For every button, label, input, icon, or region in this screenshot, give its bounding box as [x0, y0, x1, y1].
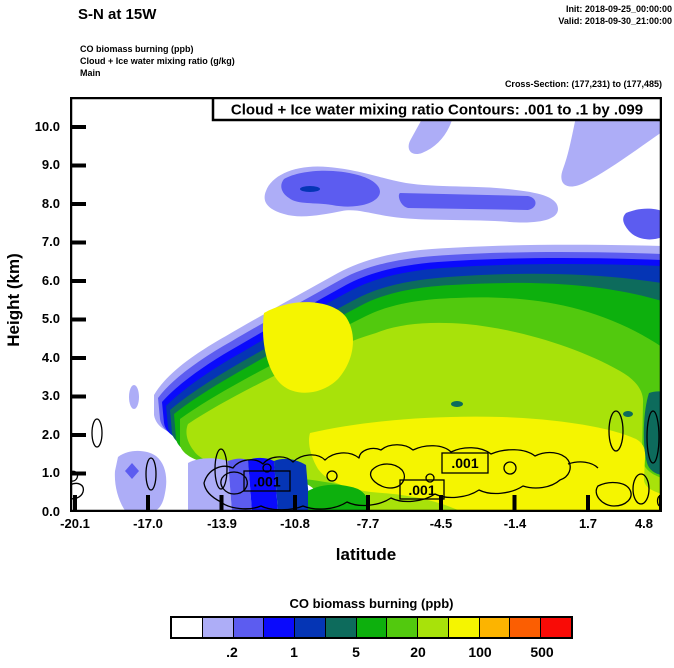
y-axis-title: Height (km)	[4, 253, 23, 347]
colorbar-tick-label: 500	[530, 644, 554, 660]
contour-field-label: Cloud + Ice water mixing ratio (g/kg)	[80, 56, 235, 66]
colorbar-tick-label: 100	[468, 644, 492, 660]
colorbar-cell	[355, 618, 387, 637]
colorbar-tick-label: 5	[352, 644, 360, 660]
colorbar	[170, 616, 573, 639]
colorbar-tick-label: 20	[410, 644, 426, 660]
colorbar-cell	[386, 618, 418, 637]
x-tick-label: 4.8	[634, 516, 654, 531]
contour-info-text: Cloud + Ice water mixing ratio Contours:…	[231, 102, 643, 119]
x-tick-label: -13.9	[207, 516, 237, 531]
colorbar-cell	[509, 618, 541, 637]
y-tick-label: 6.0	[41, 273, 60, 288]
cross-section-plot: .001 .001 .001 Cloud + Ice water mixing …	[70, 97, 662, 512]
x-tick-label: -10.8	[280, 516, 310, 531]
domain-label: Main	[80, 68, 101, 78]
contour-info-box: Cloud + Ice water mixing ratio Contours:…	[211, 97, 662, 122]
x-tick-label: 1.7	[578, 516, 598, 531]
y-tick-label: 10.0	[34, 119, 60, 134]
x-tick-label: -17.0	[133, 516, 163, 531]
page-title: S-N at 15W	[78, 6, 157, 23]
colorbar-tick-label: .2	[226, 644, 238, 660]
colorbar-cell	[417, 618, 448, 637]
colorbar-cell	[478, 618, 510, 637]
colorbar-cell	[172, 618, 202, 637]
y-tick-label: 9.0	[41, 157, 60, 172]
model-times: Init: 2018-09-25_00:00:00 Valid: 2018-09…	[558, 3, 672, 27]
y-tick-label: 2.0	[41, 427, 60, 442]
fill-field-label: CO biomass burning (ppb)	[80, 44, 194, 54]
y-tick-label: 3.0	[41, 388, 60, 403]
colorbar-tick-label: 1	[290, 644, 298, 660]
y-tick-label: 8.0	[41, 196, 60, 211]
colorbar-cell	[232, 618, 264, 637]
init-time-label: Init: 2018-09-25_00:00:00	[565, 4, 672, 14]
field-legend-block: CO biomass burning (ppb) Cloud + Ice wat…	[80, 43, 235, 79]
colorbar-cell	[263, 618, 295, 637]
colorbar-cell	[324, 618, 356, 637]
contour-label: .001	[451, 455, 478, 471]
colorbar-cell	[294, 618, 325, 637]
y-tick-label: 5.0	[41, 311, 60, 326]
cross-section-coords-label: Cross-Section: (177,231) to (177,485)	[504, 79, 662, 89]
x-tick-label: -20.1	[60, 516, 90, 531]
x-tick-label: -4.5	[429, 516, 453, 531]
colorbar-title: CO biomass burning (ppb)	[289, 596, 454, 611]
cloud-ice-contour-lines	[70, 410, 662, 511]
x-tick-label: -7.7	[356, 516, 380, 531]
y-tick-label: 1.0	[41, 465, 60, 480]
x-tick-label: -1.4	[503, 516, 527, 531]
colorbar-cell	[447, 618, 479, 637]
colorbar-cell	[201, 618, 233, 637]
contour-label: .001	[253, 474, 280, 490]
y-tick-label: 7.0	[41, 234, 60, 249]
contour-value-labels: .001 .001 .001	[243, 452, 489, 500]
y-tick-label: 4.0	[41, 350, 60, 365]
valid-time-label: Valid: 2018-09-30_21:00:00	[558, 16, 672, 26]
x-axis-title: latitude	[335, 545, 397, 564]
colorbar-cell	[540, 618, 571, 637]
contour-label: .001	[408, 482, 435, 498]
co-fill-layers	[114, 116, 662, 512]
y-tick-label: 0.0	[41, 504, 60, 519]
